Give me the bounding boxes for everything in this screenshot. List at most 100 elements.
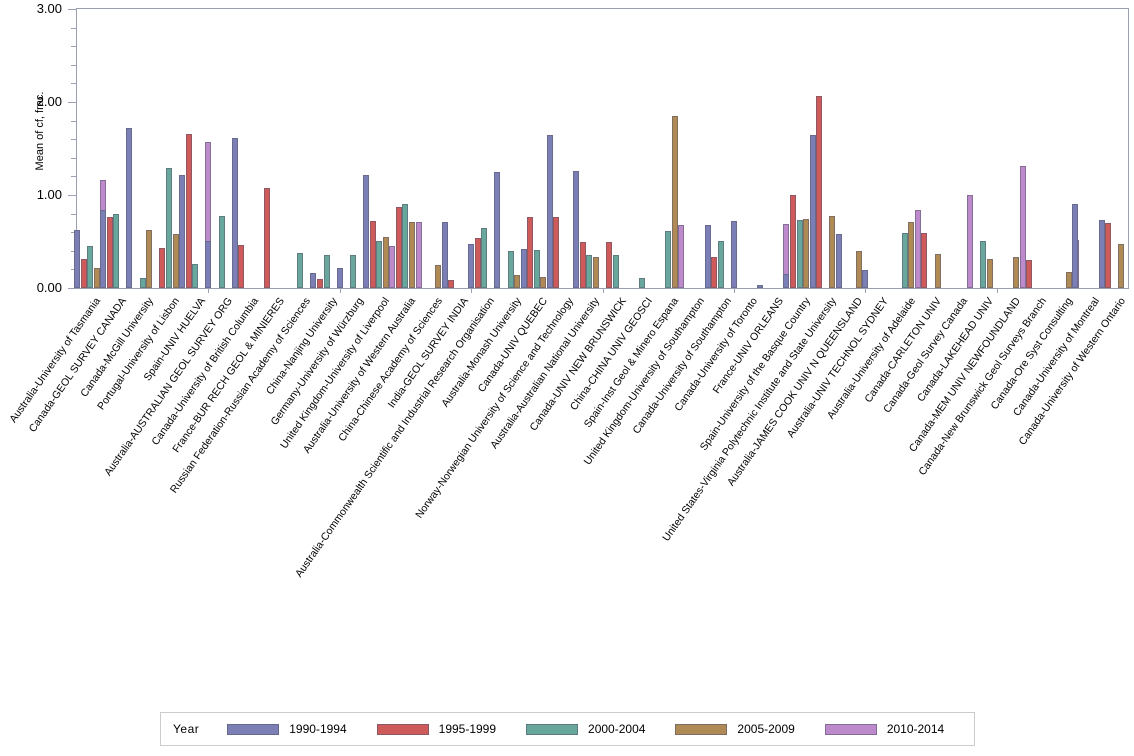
legend-entry[interactable]: 1990-1994 xyxy=(227,722,347,736)
legend-swatch xyxy=(824,723,877,735)
bar xyxy=(481,228,488,288)
bar xyxy=(80,259,87,288)
legend-entry[interactable]: 2010-2014 xyxy=(824,722,944,736)
bar xyxy=(829,216,836,288)
y-tick-label: 0.00 xyxy=(36,280,62,295)
legend-swatch xyxy=(227,723,280,735)
bar xyxy=(901,233,908,288)
x-tick xyxy=(339,289,341,293)
bar xyxy=(1019,166,1026,288)
bar xyxy=(106,217,113,288)
legend-swatch xyxy=(526,723,579,735)
bar xyxy=(796,220,803,288)
legend-entry[interactable]: 2000-2004 xyxy=(526,722,645,736)
bar xyxy=(665,231,672,288)
bar xyxy=(113,213,120,288)
bar xyxy=(165,168,172,288)
bar xyxy=(514,274,521,288)
bar xyxy=(711,257,718,288)
x-tick xyxy=(733,289,735,293)
legend-entry[interactable]: 1995-1999 xyxy=(376,722,497,736)
bar xyxy=(579,242,586,288)
y-tick-minor xyxy=(71,213,76,215)
y-axis-title: Mean of cf, frac. xyxy=(34,91,46,171)
bar xyxy=(835,234,842,288)
bar xyxy=(862,270,869,288)
y-tick-minor xyxy=(71,157,76,159)
y-tick-minor xyxy=(71,120,76,122)
bar xyxy=(185,133,192,288)
bar xyxy=(678,224,685,288)
x-tick xyxy=(602,289,604,293)
bar xyxy=(494,171,501,288)
bar xyxy=(402,204,409,288)
y-tick-minor xyxy=(71,250,76,252)
bar xyxy=(468,244,475,288)
bar xyxy=(369,221,376,288)
bar xyxy=(441,221,448,288)
y-tick-minor xyxy=(71,232,76,234)
bar xyxy=(803,219,810,288)
bar xyxy=(1013,257,1020,288)
x-tick xyxy=(208,289,210,293)
bar xyxy=(789,195,796,288)
bar xyxy=(349,255,356,288)
bar xyxy=(395,207,402,288)
bar xyxy=(179,174,186,288)
bar xyxy=(704,224,711,288)
bar xyxy=(409,221,416,288)
bar xyxy=(757,285,764,288)
bar xyxy=(592,257,599,288)
y-tick-minor xyxy=(71,27,76,29)
bar xyxy=(218,216,225,288)
bar xyxy=(87,246,94,288)
legend-label: 2000-2004 xyxy=(588,722,646,736)
y-tick-label: 1.00 xyxy=(36,187,62,202)
y-tick-minor xyxy=(71,139,76,141)
legend-label: 1995-1999 xyxy=(438,722,497,736)
bar xyxy=(448,279,455,288)
y-tick-label: 2.00 xyxy=(36,94,62,109)
bar xyxy=(100,209,107,288)
bar xyxy=(934,253,941,288)
bar xyxy=(172,234,179,288)
legend-entries: 1990-1994 1995-1999 2000-2004 2005-2009 2010… xyxy=(227,722,974,736)
bar xyxy=(730,221,737,288)
bar xyxy=(921,233,928,288)
bar xyxy=(1065,272,1072,288)
bar xyxy=(816,95,823,288)
y-tick-major xyxy=(68,195,76,196)
bar xyxy=(809,135,816,288)
bar xyxy=(1105,222,1112,288)
bar xyxy=(73,230,80,288)
legend-swatch xyxy=(675,723,728,735)
bar xyxy=(987,259,994,288)
bar xyxy=(93,267,100,288)
legend-entry[interactable]: 2005-2009 xyxy=(675,722,795,736)
bars-layer xyxy=(73,9,1128,288)
y-tick-minor xyxy=(71,46,76,48)
y-tick-major xyxy=(68,288,76,289)
bar xyxy=(238,245,245,288)
y-tick-minor xyxy=(71,176,76,178)
bar xyxy=(855,250,862,288)
x-axis-labels: Australia-University of Tasmania Canada-G… xyxy=(0,292,1134,702)
x-tick xyxy=(996,289,998,293)
bar xyxy=(967,195,974,288)
bar xyxy=(546,135,553,288)
bar xyxy=(671,115,678,288)
bar xyxy=(908,221,915,288)
legend-swatch xyxy=(376,723,429,735)
bar xyxy=(310,273,317,288)
x-tick xyxy=(865,289,867,293)
bar xyxy=(159,248,166,288)
y-tick-minor xyxy=(71,83,76,85)
bar xyxy=(527,217,534,288)
bar xyxy=(415,221,422,288)
bar xyxy=(382,236,389,288)
bar xyxy=(126,128,133,288)
bar xyxy=(1098,220,1105,288)
bar xyxy=(139,277,146,288)
bar xyxy=(914,209,921,288)
legend-label: 1990-1994 xyxy=(289,722,347,736)
